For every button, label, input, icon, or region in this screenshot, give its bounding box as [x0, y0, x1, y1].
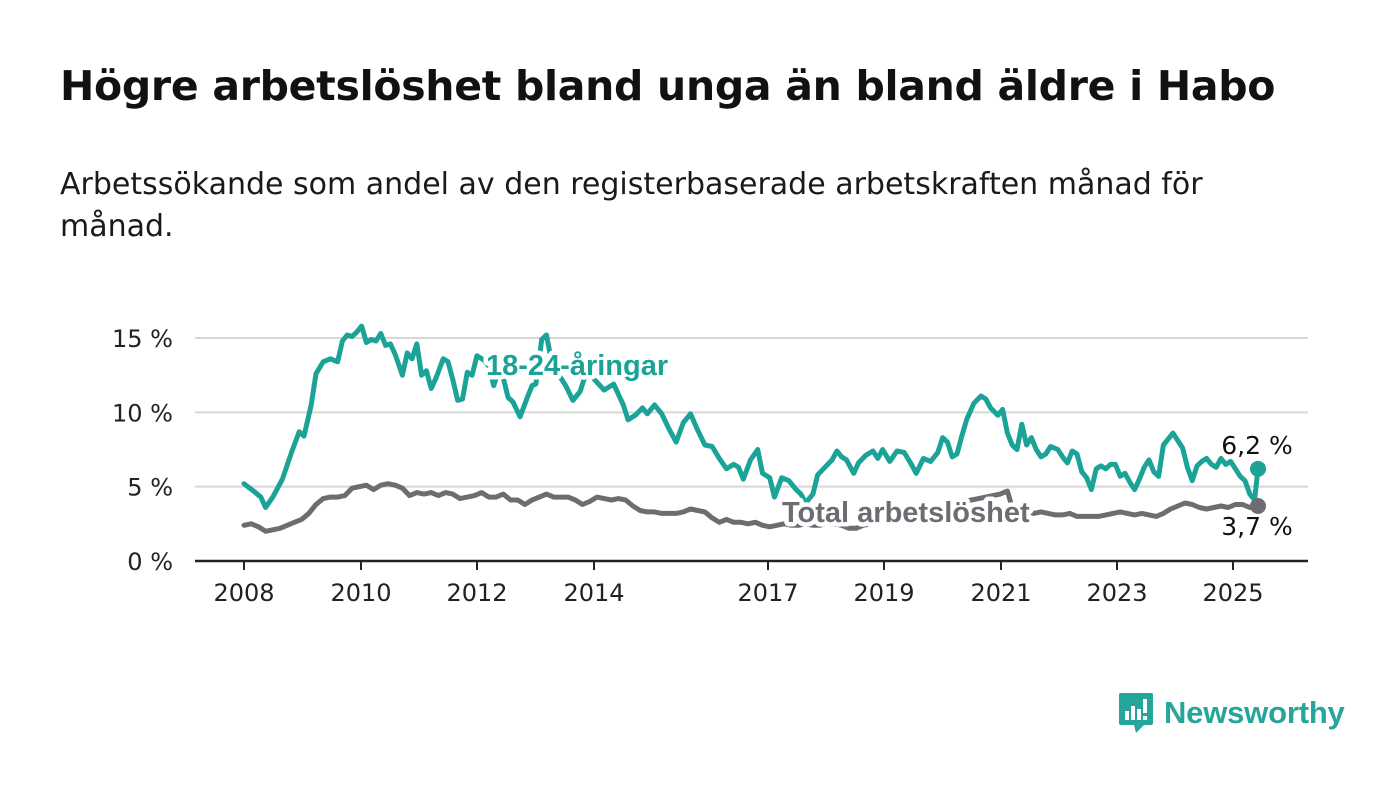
x-tick-label: 2019	[853, 579, 914, 607]
chart-subtitle: Arbetssökande som andel av den registerb…	[60, 167, 1203, 244]
newsworthy-logo: Newsworthy	[1118, 690, 1345, 736]
value-label-total: 3,7 %	[1221, 512, 1292, 541]
newsworthy-logo-icon	[1119, 693, 1153, 733]
y-tick-label: 15 %	[112, 325, 173, 353]
y-tick-label: 10 %	[112, 399, 173, 427]
x-tick-label: 2010	[330, 579, 391, 607]
x-tick-label: 2014	[563, 579, 624, 607]
newsworthy-logo-text: Newsworthy	[1164, 695, 1345, 730]
x-tick-label: 2025	[1202, 579, 1263, 607]
x-tick-label: 2017	[737, 579, 798, 607]
x-tick-label: 2023	[1086, 579, 1147, 607]
x-tick-label: 2008	[213, 579, 274, 607]
x-tick-label: 2021	[970, 579, 1031, 607]
y-tick-label: 5 %	[127, 474, 173, 502]
series-line-youth	[241, 323, 1261, 510]
series-line-total	[241, 481, 1261, 534]
y-tick-label: 0 %	[127, 548, 173, 576]
chart-title: Högre arbetslöshet bland unga än bland ä…	[60, 62, 1276, 110]
x-tick-label: 2012	[446, 579, 507, 607]
series-label-youth: 18-24-åringar	[486, 350, 668, 382]
endpoint-total	[1250, 497, 1266, 514]
series-label-total: Total arbetslöshet	[782, 497, 1030, 529]
endpoint-youth	[1250, 460, 1266, 477]
value-label-youth: 6,2 %	[1221, 431, 1292, 460]
